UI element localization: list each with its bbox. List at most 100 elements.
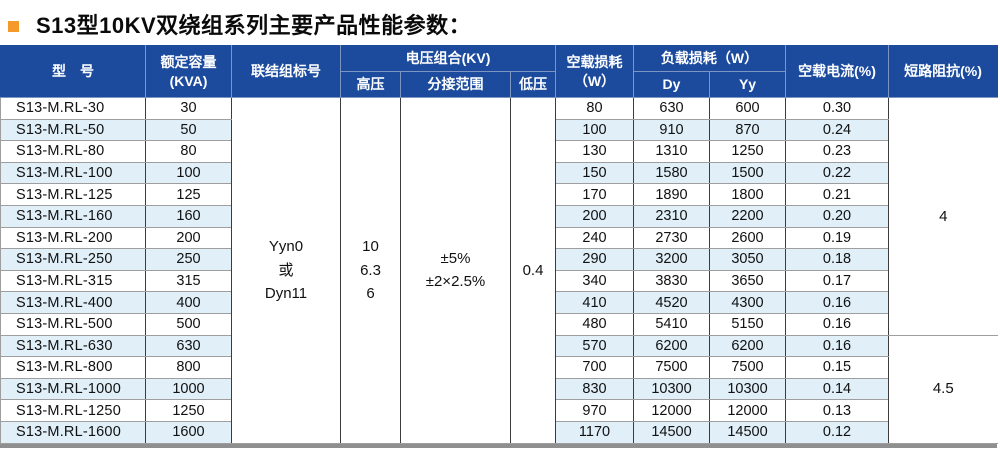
current-cell: 0.12 bbox=[785, 420, 889, 444]
header-tapping-range: 分接范围 bbox=[400, 71, 511, 98]
dy-cell: 1310 bbox=[633, 140, 710, 163]
header-capacity: 额定容量 (KVA) bbox=[145, 45, 232, 98]
current-cell: 0.18 bbox=[785, 248, 889, 271]
current-cell: 0.21 bbox=[785, 183, 889, 206]
current-cell: 0.16 bbox=[785, 291, 889, 314]
header-lv: 低压 bbox=[510, 71, 556, 98]
no-load-loss-cell: 290 bbox=[555, 248, 634, 271]
header-yy: Yy bbox=[709, 71, 786, 98]
table-bottom-border bbox=[0, 443, 997, 448]
model-cell: S13-M.RL-500 bbox=[0, 312, 146, 336]
yy-cell: 1500 bbox=[709, 161, 786, 185]
kva-cell: 800 bbox=[145, 356, 232, 379]
current-cell: 0.30 bbox=[785, 97, 889, 120]
lv-cell: 0.4 bbox=[510, 97, 556, 444]
no-load-loss-cell: 410 bbox=[555, 291, 634, 314]
model-cell: S13-M.RL-800 bbox=[0, 356, 146, 379]
dy-cell: 3830 bbox=[633, 269, 710, 293]
kva-cell: 200 bbox=[145, 226, 232, 250]
header-voltage-combination: 电压组合(KV) bbox=[340, 45, 556, 72]
no-load-loss-cell: 830 bbox=[555, 377, 634, 401]
model-cell: S13-M.RL-30 bbox=[0, 97, 146, 120]
model-cell: S13-M.RL-160 bbox=[0, 204, 146, 228]
dy-cell: 4520 bbox=[633, 291, 710, 314]
yy-cell: 7500 bbox=[709, 356, 786, 379]
dy-cell: 10300 bbox=[633, 377, 710, 401]
kva-cell: 250 bbox=[145, 248, 232, 271]
current-cell: 0.19 bbox=[785, 226, 889, 250]
current-cell: 0.23 bbox=[785, 140, 889, 163]
model-cell: S13-M.RL-1250 bbox=[0, 399, 146, 422]
yy-cell: 2200 bbox=[709, 204, 786, 228]
yy-cell: 3650 bbox=[709, 269, 786, 293]
table-row: S13-M.RL-30 30 Yyn0 或 Dyn11 10 6.3 6 ±5%… bbox=[0, 97, 998, 444]
dy-cell: 2310 bbox=[633, 204, 710, 228]
current-cell: 0.20 bbox=[785, 204, 889, 228]
kva-cell: 315 bbox=[145, 269, 232, 293]
table-body: S13-M.RL-30 30 Yyn0 或 Dyn11 10 6.3 6 ±5%… bbox=[0, 97, 998, 444]
yy-cell: 10300 bbox=[709, 377, 786, 401]
model-cell: S13-M.RL-250 bbox=[0, 248, 146, 271]
yy-cell: 12000 bbox=[709, 399, 786, 422]
header-impedance: 短路阻抗(%) bbox=[888, 45, 998, 98]
header-no-load-current: 空载电流(%) bbox=[785, 45, 889, 98]
yy-cell: 870 bbox=[709, 118, 786, 142]
current-cell: 0.17 bbox=[785, 269, 889, 293]
model-cell: S13-M.RL-100 bbox=[0, 161, 146, 185]
no-load-loss-cell: 200 bbox=[555, 204, 634, 228]
kva-cell: 400 bbox=[145, 291, 232, 314]
current-cell: 0.13 bbox=[785, 399, 889, 422]
yy-cell: 3050 bbox=[709, 248, 786, 271]
dy-cell: 7500 bbox=[633, 356, 710, 379]
page-title: S13型10KV双绕组系列主要产品性能参数： bbox=[36, 13, 472, 38]
no-load-loss-cell: 100 bbox=[555, 118, 634, 142]
tapping-range-cell: ±5% ±2×2.5% bbox=[400, 97, 511, 444]
spec-table: 型 号 额定容量 (KVA) 联结组标号 电压组合(KV) 空载损耗 （W） 负… bbox=[0, 45, 998, 444]
no-load-loss-cell: 480 bbox=[555, 312, 634, 336]
current-cell: 0.16 bbox=[785, 312, 889, 336]
dy-cell: 630 bbox=[633, 97, 710, 120]
no-load-loss-cell: 1170 bbox=[555, 420, 634, 444]
yy-cell: 2600 bbox=[709, 226, 786, 250]
model-cell: S13-M.RL-1000 bbox=[0, 377, 146, 401]
hv-cell: 10 6.3 6 bbox=[340, 97, 401, 444]
kva-cell: 125 bbox=[145, 183, 232, 206]
dy-cell: 3200 bbox=[633, 248, 710, 271]
current-cell: 0.22 bbox=[785, 161, 889, 185]
yy-cell: 1250 bbox=[709, 140, 786, 163]
header-vector-group: 联结组标号 bbox=[231, 45, 341, 98]
impedance-cell-group1: 4 bbox=[888, 97, 998, 336]
square-bullet-icon bbox=[8, 20, 19, 32]
kva-cell: 1000 bbox=[145, 377, 232, 401]
dy-cell: 6200 bbox=[633, 334, 710, 358]
yy-cell: 6200 bbox=[709, 334, 786, 358]
kva-cell: 50 bbox=[145, 118, 232, 142]
kva-cell: 100 bbox=[145, 161, 232, 185]
model-cell: S13-M.RL-200 bbox=[0, 226, 146, 250]
kva-cell: 1600 bbox=[145, 420, 232, 444]
no-load-loss-cell: 700 bbox=[555, 356, 634, 379]
header-hv: 高压 bbox=[340, 71, 401, 98]
model-cell: S13-M.RL-400 bbox=[0, 291, 146, 314]
dy-cell: 2730 bbox=[633, 226, 710, 250]
yy-cell: 14500 bbox=[709, 420, 786, 444]
no-load-loss-cell: 80 bbox=[555, 97, 634, 120]
yy-cell: 1800 bbox=[709, 183, 786, 206]
kva-cell: 630 bbox=[145, 334, 232, 358]
model-cell: S13-M.RL-630 bbox=[0, 334, 146, 358]
model-cell: S13-M.RL-315 bbox=[0, 269, 146, 293]
kva-cell: 1250 bbox=[145, 399, 232, 422]
current-cell: 0.16 bbox=[785, 334, 889, 358]
dy-cell: 910 bbox=[633, 118, 710, 142]
kva-cell: 500 bbox=[145, 312, 232, 336]
model-cell: S13-M.RL-80 bbox=[0, 140, 146, 163]
impedance-cell-group2: 4.5 bbox=[888, 334, 998, 444]
dy-cell: 5410 bbox=[633, 312, 710, 336]
no-load-loss-cell: 570 bbox=[555, 334, 634, 358]
dy-cell: 1890 bbox=[633, 183, 710, 206]
model-cell: S13-M.RL-50 bbox=[0, 118, 146, 142]
spec-table-wrapper: 型 号 额定容量 (KVA) 联结组标号 电压组合(KV) 空载损耗 （W） 负… bbox=[0, 45, 998, 448]
current-cell: 0.24 bbox=[785, 118, 889, 142]
yy-cell: 600 bbox=[709, 97, 786, 120]
